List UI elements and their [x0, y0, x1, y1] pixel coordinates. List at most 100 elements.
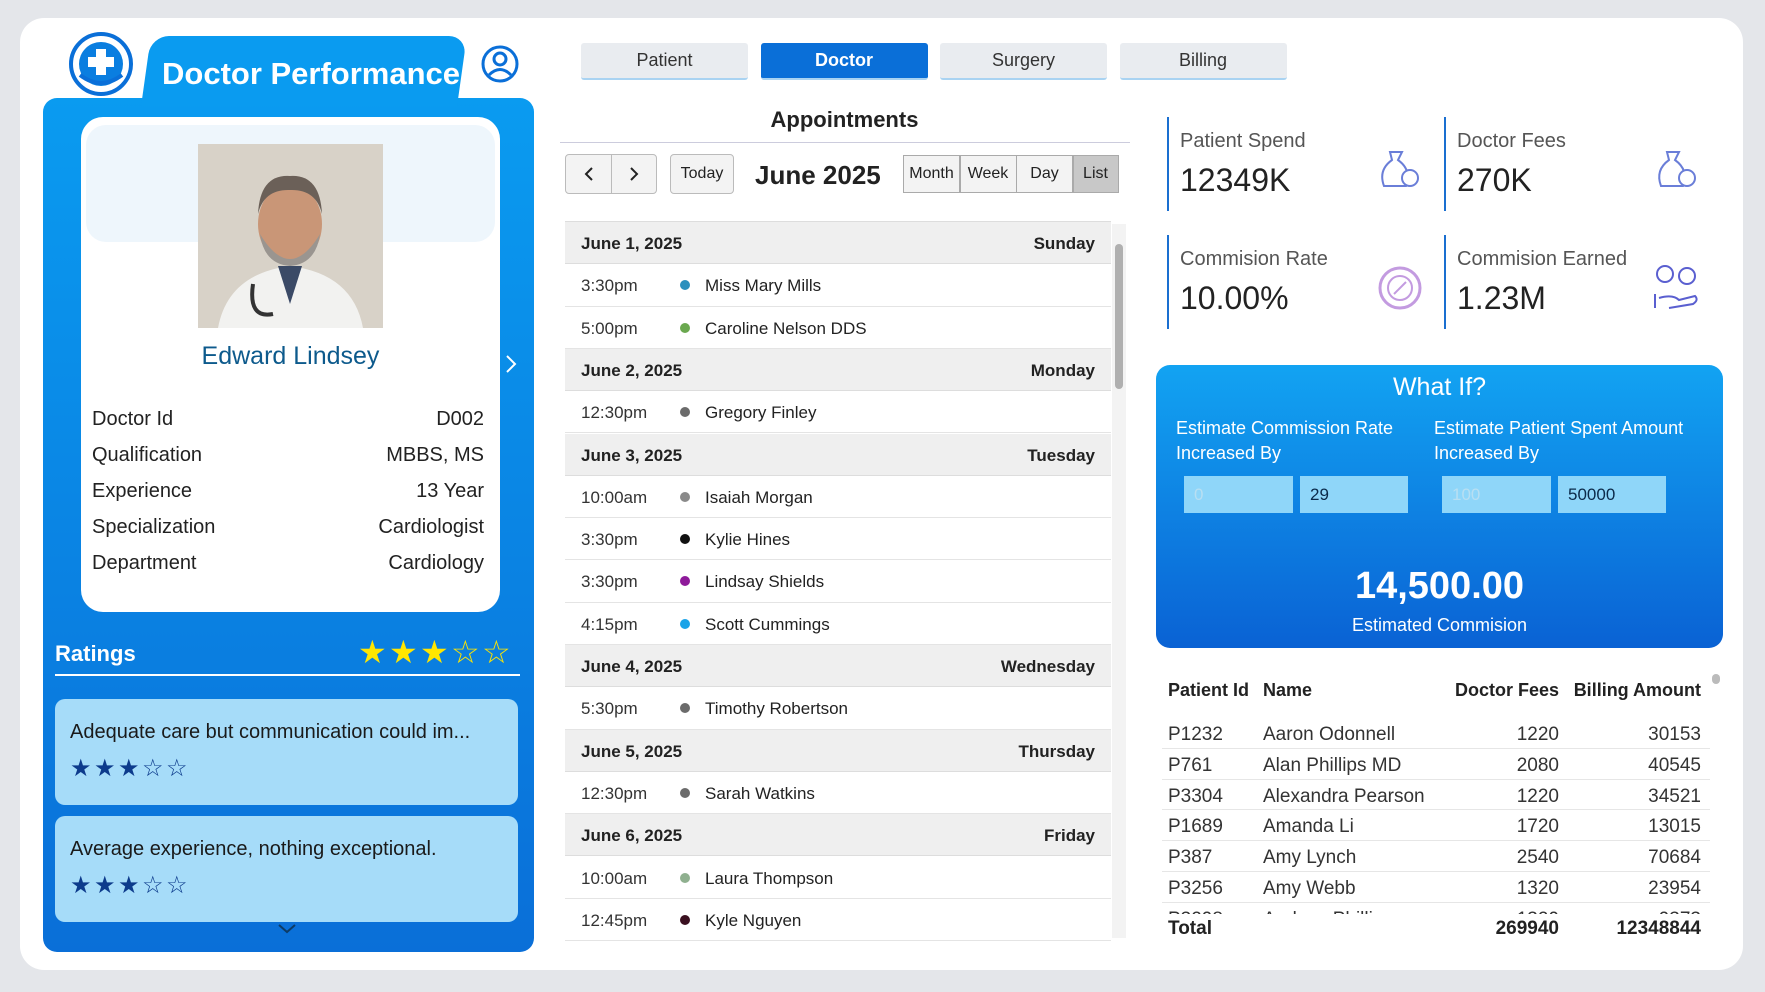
nav-tab[interactable]: Patient [581, 43, 748, 80]
scrollbar[interactable] [1112, 224, 1126, 938]
event-row [565, 476, 1111, 519]
table-cell: 1720 [1516, 816, 1559, 838]
star: ☆ [451, 634, 480, 670]
star: ★ [94, 872, 116, 899]
table-cell: 1220 [1516, 724, 1559, 745]
event-dot [680, 787, 690, 798]
kpi-label: Patient Spend [1180, 130, 1306, 152]
table-cell: 30153 [1648, 724, 1701, 745]
kpi-value: 270K [1457, 162, 1532, 198]
scroll-down[interactable] [275, 922, 299, 936]
event-row [565, 518, 1111, 561]
day-date: June 3, 2025 [581, 445, 683, 465]
view-button[interactable]: List [1072, 155, 1119, 193]
table-cell: P3298 [1168, 909, 1223, 914]
ratings-divider [55, 674, 520, 676]
kpi-value: 12349K [1180, 162, 1291, 198]
min-input[interactable]: 0 [1184, 476, 1293, 513]
next-arrow[interactable] [503, 352, 519, 376]
star: ★ [118, 755, 140, 782]
table-row [1162, 902, 1710, 914]
event-dot [680, 280, 690, 291]
today-button[interactable]: Today [670, 154, 734, 194]
kpi-border [1167, 235, 1169, 329]
day-row [565, 222, 1111, 265]
event-dot [680, 872, 690, 883]
event-time: 12:45pm [581, 910, 648, 930]
day-date: June 4, 2025 [581, 657, 683, 676]
min-input[interactable]: 100 [1442, 476, 1551, 513]
table-scroll[interactable] [1712, 674, 1720, 684]
event-row [565, 687, 1111, 730]
column-header: Patient Id [1168, 680, 1250, 700]
field-value: Cardiologist [378, 516, 484, 538]
table-row [1162, 748, 1710, 780]
what-if-title: What If? [1392, 373, 1487, 401]
field-value: 13 Year [416, 480, 484, 502]
what-if-label: Estimate Patient Spent Amount [1434, 418, 1684, 438]
event-row [565, 391, 1111, 434]
event-name: Caroline Nelson DDS [705, 318, 867, 338]
nav-tab[interactable]: Doctor [760, 43, 928, 80]
view-button[interactable]: Week [959, 155, 1017, 193]
value-input[interactable]: 50000 [1558, 476, 1666, 513]
day-date: June 1, 2025 [581, 234, 683, 253]
next-button[interactable] [611, 154, 657, 194]
star: ★ [420, 634, 449, 670]
kpi-icon [1378, 266, 1422, 310]
view-button[interactable]: Month [903, 155, 960, 193]
day-row [565, 348, 1111, 392]
kpi-icon [1654, 265, 1698, 309]
star: ★ [94, 755, 116, 782]
kpi-label: Commision Rate [1180, 248, 1328, 270]
event-row [565, 772, 1111, 815]
doctor-photo [198, 144, 383, 328]
user-button[interactable] [466, 36, 534, 92]
nav-tab[interactable]: Surgery [940, 43, 1107, 80]
table-cell: Alan Phillips MD [1263, 754, 1402, 776]
table-cell: P387 [1168, 847, 1213, 869]
table-cell: P761 [1168, 754, 1213, 776]
table-cell: Alexandra Pearson [1263, 785, 1425, 807]
prev-button[interactable] [565, 154, 612, 194]
day-weekday: Friday [1043, 826, 1095, 846]
review-card [55, 699, 518, 805]
star: ☆ [142, 755, 164, 782]
review-text: Adequate care but communication could im… [70, 721, 471, 743]
star: ☆ [482, 634, 511, 670]
star: ★ [358, 634, 387, 670]
table-cell: 23954 [1648, 878, 1701, 899]
event-time: 5:00pm [581, 318, 638, 338]
kpi-value: 10.00% [1180, 280, 1289, 316]
day-row [565, 645, 1111, 688]
day-weekday: Monday [1030, 360, 1095, 380]
what-if-label: Estimate Commission Rate [1176, 418, 1394, 438]
day-date: June 5, 2025 [581, 741, 683, 761]
kpi-border [1444, 235, 1446, 329]
table-cell: P3304 [1168, 785, 1223, 807]
event-dot [680, 703, 690, 714]
estimated-label: Estimated Commision [1351, 615, 1528, 635]
star: ☆ [166, 755, 188, 782]
event-dot [680, 491, 690, 502]
table-cell: 2540 [1516, 847, 1559, 869]
patient-table: Patient Id Name Doctor Fees Billing Amount P… [1162, 674, 1710, 914]
table-cell: Amy Lynch [1263, 847, 1357, 869]
kpi-panel [1156, 98, 1723, 346]
table-cell: Amanda Li [1263, 816, 1354, 838]
field-value: Cardiology [388, 552, 484, 574]
event-row [565, 857, 1111, 899]
view-button[interactable]: Day [1016, 155, 1073, 193]
star: ★ [70, 755, 92, 782]
calendar-divider [560, 142, 1130, 143]
event-name: Scott Cummings [705, 614, 830, 634]
day-row [565, 814, 1111, 857]
event-time: 3:30pm [581, 572, 638, 592]
nav-tab[interactable]: Billing [1119, 43, 1287, 80]
table-row [1162, 779, 1710, 811]
column-header: Billing Amount [1573, 680, 1701, 700]
table-cell: 70684 [1648, 847, 1701, 869]
value-input[interactable]: 29 [1300, 476, 1408, 513]
table-cell: 40545 [1648, 754, 1701, 776]
